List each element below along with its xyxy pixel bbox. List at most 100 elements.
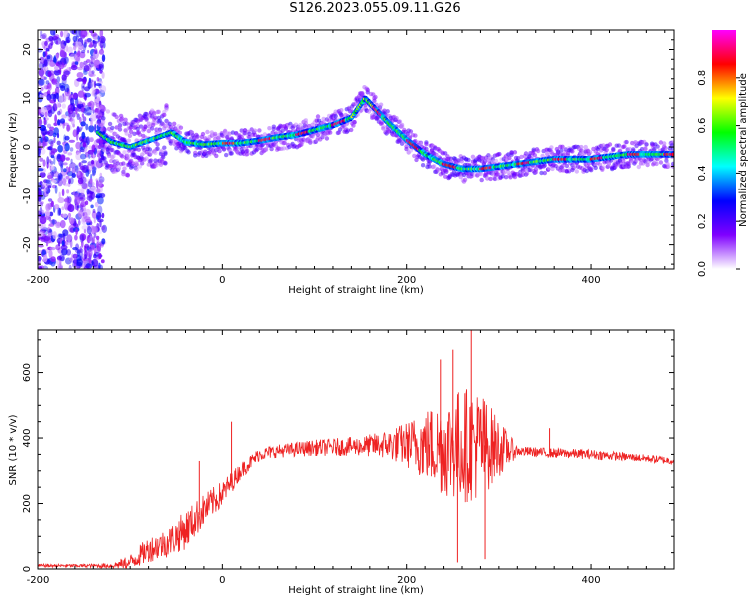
noise-blob [75, 30, 82, 38]
noise-blob [42, 51, 46, 58]
noise-blob [80, 106, 85, 113]
y-tick-label: 200 [22, 494, 33, 513]
noise-blob [79, 51, 86, 59]
noise-blob [43, 59, 48, 67]
noise-blob [75, 228, 78, 235]
halo-point [497, 151, 502, 157]
noise-blob [79, 248, 84, 253]
halo-point [117, 124, 123, 129]
halo-point [462, 177, 468, 182]
halo-point [639, 147, 645, 152]
noise-blob [50, 256, 56, 263]
noise-blob [72, 35, 78, 42]
noise-blob [83, 42, 87, 48]
noise-blob [95, 188, 101, 193]
noise-blob [84, 39, 87, 45]
noise-blob [76, 41, 82, 48]
noise-blob [75, 141, 81, 150]
noise-blob [65, 175, 70, 180]
halo-point [522, 167, 528, 172]
noise-blob [101, 212, 105, 219]
halo-point [111, 154, 116, 159]
halo-point [143, 124, 148, 129]
halo-point [621, 158, 626, 164]
halo-point [443, 174, 448, 179]
halo-point [321, 116, 326, 122]
halo-point [601, 165, 606, 170]
noise-blob [68, 107, 74, 115]
noise-blob [74, 167, 80, 173]
noise-blob [68, 178, 71, 185]
halo-point [200, 131, 206, 137]
halo-point [622, 144, 627, 149]
halo-point [352, 120, 357, 125]
noise-blob [39, 34, 46, 39]
halo-point [643, 159, 648, 164]
halo-point [230, 130, 236, 135]
halo-point [205, 129, 210, 135]
noise-blob [92, 160, 100, 168]
halo-point [572, 163, 577, 169]
noise-blob [86, 188, 90, 195]
noise-blob [61, 248, 68, 256]
colorbar-tick-label: 0.4 [697, 165, 708, 181]
x-tick-label: 200 [397, 275, 416, 286]
halo-point [134, 160, 139, 165]
halo-point [148, 158, 154, 163]
noise-blob [54, 185, 58, 194]
noise-blob [73, 45, 77, 51]
halo-point [156, 109, 161, 115]
noise-blob [39, 171, 46, 178]
noise-blob [59, 220, 66, 229]
halo-point [542, 170, 547, 176]
halo-point [564, 163, 570, 169]
noise-blob [54, 34, 60, 39]
halo-point [601, 143, 606, 148]
noise-blob [49, 246, 56, 251]
halo-point [100, 162, 105, 167]
noise-blob [58, 61, 65, 70]
halo-point [427, 164, 432, 169]
noise-blob [81, 225, 88, 231]
halo-point [252, 128, 258, 133]
noise-blob [46, 123, 52, 129]
halo-point [115, 161, 121, 166]
noise-blob [68, 166, 71, 173]
noise-blob [50, 151, 55, 155]
noise-blob [46, 93, 52, 101]
noise-blob [43, 69, 47, 75]
halo-point [153, 158, 158, 163]
noise-blob [61, 103, 66, 109]
noise-blob [101, 54, 106, 62]
halo-point [434, 152, 439, 157]
noise-blob [63, 40, 67, 47]
noise-blob [85, 112, 92, 116]
noise-blob [38, 255, 42, 262]
halo-point [137, 132, 143, 137]
noise-blob [52, 219, 55, 225]
noise-blob [49, 126, 55, 131]
noise-blob [49, 159, 52, 164]
noise-blob [59, 49, 65, 58]
halo-point [147, 147, 153, 152]
noise-blob [58, 174, 63, 180]
halo-point [469, 171, 474, 176]
noise-blob [60, 85, 66, 92]
noise-blob [38, 62, 44, 70]
noise-blob [73, 190, 76, 196]
noise-blob [38, 168, 44, 172]
snr-axes: -200 0 200 400 0 200 400 600 [22, 330, 674, 586]
noise-blob [88, 61, 95, 68]
halo-point [144, 116, 149, 121]
noise-blob [58, 191, 61, 199]
halo-point [109, 164, 114, 169]
noise-blob [61, 114, 67, 119]
noise-blob [76, 72, 84, 79]
halo-point [121, 161, 126, 166]
snr-xlabel: Height of straight line (km) [288, 585, 424, 596]
halo-point [126, 138, 132, 143]
noise-blob [60, 30, 64, 38]
noise-blob [91, 159, 95, 165]
noise-blob [57, 61, 63, 65]
noise-blob [69, 239, 73, 249]
